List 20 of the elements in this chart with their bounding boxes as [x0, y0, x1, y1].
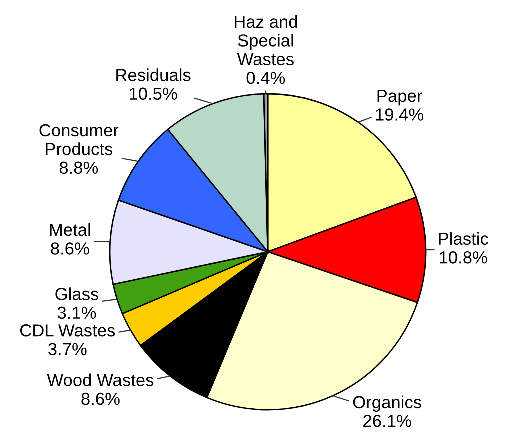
- slice-label: Residuals: [116, 68, 191, 82]
- data-label: 3.7%: [48, 343, 87, 356]
- data-label: 8.6%: [51, 242, 90, 255]
- slice-label: Metal: [50, 223, 90, 236]
- data-label: 8.8%: [60, 162, 98, 174]
- data-label: 3.1%: [58, 306, 96, 320]
- data-label: 0.4%: [246, 72, 286, 84]
- slice-label: Wood Wastes: [47, 374, 154, 386]
- slice-label: Plastic: [439, 232, 488, 246]
- data-label: 19.4%: [376, 108, 424, 121]
- slice-label: Paper: [378, 90, 422, 106]
- data-label: 10.8%: [440, 251, 488, 264]
- data-label: 8.6%: [82, 392, 120, 406]
- data-label: 10.5%: [130, 88, 178, 100]
- slice-label: Glass: [56, 288, 99, 300]
- slice-label: Haz and Special Wastes: [235, 15, 298, 66]
- slice-label: CDL Wastes: [20, 324, 116, 337]
- slice-label: Consumer Products: [40, 124, 119, 156]
- data-label: 26.1%: [364, 415, 412, 428]
- slice-label: Organics: [353, 396, 422, 412]
